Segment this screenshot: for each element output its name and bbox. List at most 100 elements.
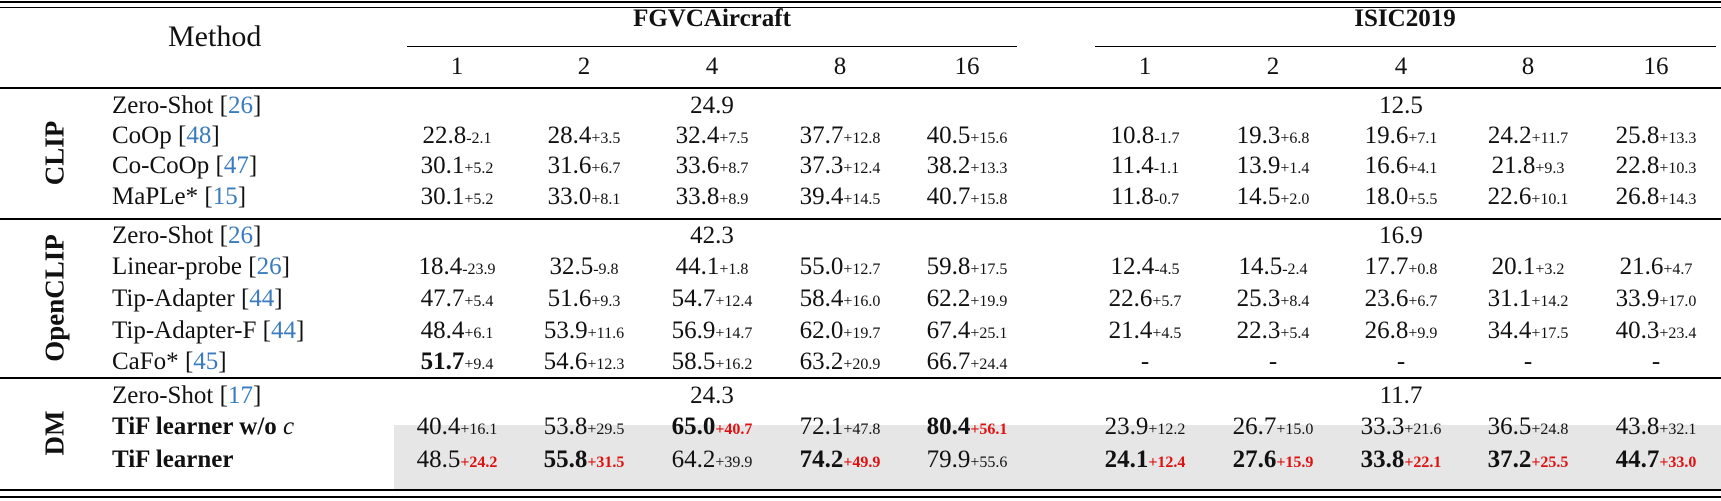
table-cell: 37.2+25.5 — [1488, 446, 1569, 474]
cell-delta: +14.5 — [843, 191, 881, 208]
table-cell: 19.3+6.8 — [1237, 122, 1310, 150]
cell-value: 51.6 — [547, 285, 592, 312]
method-label: Zero-Shot — [112, 222, 214, 249]
cell-value: 34.4 — [1487, 317, 1532, 344]
cell-delta: +5.4 — [464, 293, 494, 310]
table-cell: 36.5+24.8 — [1488, 413, 1569, 441]
cell-value: 30.1 — [420, 183, 465, 210]
cell-delta: -1.1 — [1153, 160, 1180, 177]
table-cell: 65.0+40.7 — [672, 413, 753, 441]
method-label: Linear-probe — [112, 253, 242, 280]
table-cell: 21.6+4.7 — [1620, 253, 1693, 281]
table-cell: 12.4-4.5 — [1110, 253, 1179, 281]
cell-delta: +16.2 — [715, 356, 753, 373]
table-cell: 37.7+12.8 — [800, 122, 881, 150]
cell-delta: +6.8 — [1280, 130, 1310, 147]
table-cell: 16.6+4.1 — [1365, 152, 1438, 180]
cell-delta: +6.7 — [1408, 293, 1438, 310]
table-cell: 62.2+19.9 — [927, 285, 1008, 313]
top-rule-2 — [0, 7, 1721, 8]
cell-delta: +0.8 — [1408, 261, 1438, 278]
shot-header: 4 — [705, 53, 719, 80]
cell-delta: +16.0 — [843, 293, 881, 310]
cell-delta: +19.7 — [843, 325, 881, 342]
table-cell: 53.8+29.5 — [544, 413, 625, 441]
cell-delta: +5.5 — [1408, 191, 1438, 208]
citation-link[interactable]: 44 — [249, 285, 275, 312]
method-label: CoOp — [112, 122, 172, 149]
cell-value: 48.5 — [416, 446, 461, 473]
cell-delta: -2.1 — [466, 130, 492, 147]
cell-value: 65.0 — [671, 413, 716, 440]
cell-value: 54.7 — [671, 285, 716, 312]
table-cell: 11.4-1.1 — [1111, 152, 1179, 180]
table-cell: 56.9+14.7 — [672, 317, 753, 345]
citation-link[interactable]: 48 — [186, 122, 212, 149]
cell-delta: +20.9 — [843, 356, 881, 373]
cell-value: 21.4 — [1108, 317, 1153, 344]
shot-header: 2 — [1266, 53, 1280, 80]
cell-value: 30.1 — [420, 152, 465, 179]
cell-value: 11.8 — [1110, 183, 1154, 210]
cell-value: - — [1140, 348, 1150, 375]
citation-link[interactable]: 26 — [227, 92, 253, 119]
cell-value: 55.8 — [543, 446, 588, 473]
zero-shot-value: 24.3 — [690, 382, 734, 409]
table-cell: 34.4+17.5 — [1488, 317, 1569, 345]
cell-value: 59.8 — [926, 253, 971, 280]
cell-delta: +24.4 — [970, 356, 1008, 373]
cell-value: 54.6 — [543, 348, 588, 375]
citation-link[interactable]: 44 — [271, 317, 296, 344]
cell-delta: -0.7 — [1153, 191, 1180, 208]
table-cell: 26.8+9.9 — [1365, 317, 1438, 345]
shaded-rows-background — [394, 425, 1721, 489]
citation-link[interactable]: 26 — [227, 222, 253, 249]
cell-value: 66.7 — [926, 348, 971, 375]
cell-delta: +13.3 — [1659, 130, 1697, 147]
cell-delta: -9.8 — [593, 261, 619, 278]
cell-value: - — [1523, 348, 1533, 375]
cell-value: 63.2 — [799, 348, 844, 375]
citation-link[interactable]: 15 — [212, 183, 238, 210]
citation-link[interactable]: 45 — [193, 348, 219, 375]
cell-value: 37.3 — [799, 152, 844, 179]
table-cell: 22.6+5.7 — [1109, 285, 1182, 313]
cell-delta: +33.0 — [1659, 454, 1697, 471]
shot-header: 2 — [577, 53, 591, 80]
cell-value: 64.2 — [671, 446, 716, 473]
table-cell: 11.8-0.7 — [1111, 183, 1179, 211]
cell-value: 33.8 — [675, 183, 720, 210]
cell-delta: +12.4 — [1148, 454, 1186, 471]
cell-value: 53.9 — [543, 317, 588, 344]
cell-delta: +5.2 — [464, 191, 494, 208]
shot-header: 8 — [1521, 53, 1535, 80]
table-cell: - — [1524, 348, 1532, 376]
method-name: TiF learner — [112, 446, 234, 474]
cell-delta: -2.4 — [1282, 261, 1308, 278]
cell-value: 26.8 — [1615, 183, 1660, 210]
cell-value: 22.6 — [1487, 183, 1532, 210]
shot-header: 1 — [450, 53, 464, 80]
citation-link[interactable]: 26 — [256, 253, 282, 280]
cell-value: 19.6 — [1364, 122, 1409, 149]
dataset-header-fgvcaircraft: FGVCAircraft — [633, 5, 791, 32]
cell-value: 33.9 — [1615, 285, 1660, 312]
table-cell: 30.1+5.2 — [421, 183, 494, 211]
group-rule-clip — [0, 218, 1721, 220]
citation-link[interactable]: 47 — [223, 152, 249, 179]
cell-delta: +5.2 — [464, 160, 494, 177]
top-rule — [0, 1, 1721, 3]
method-label: TiF learner — [112, 446, 234, 473]
cell-value: 33.8 — [1360, 446, 1405, 473]
cell-value: 36.5 — [1487, 413, 1532, 440]
citation-link[interactable]: 17 — [227, 382, 253, 409]
table-cell: 18.0+5.5 — [1365, 183, 1438, 211]
table-cell: 38.2+13.3 — [927, 152, 1008, 180]
table-cell: 14.5-2.4 — [1238, 253, 1307, 281]
cell-value: 53.8 — [543, 413, 588, 440]
cell-value: 39.4 — [799, 183, 844, 210]
cell-delta: +22.1 — [1404, 454, 1442, 471]
cell-delta: +9.3 — [591, 293, 621, 310]
cell-delta: +6.1 — [464, 325, 494, 342]
cell-delta: +12.3 — [587, 356, 625, 373]
